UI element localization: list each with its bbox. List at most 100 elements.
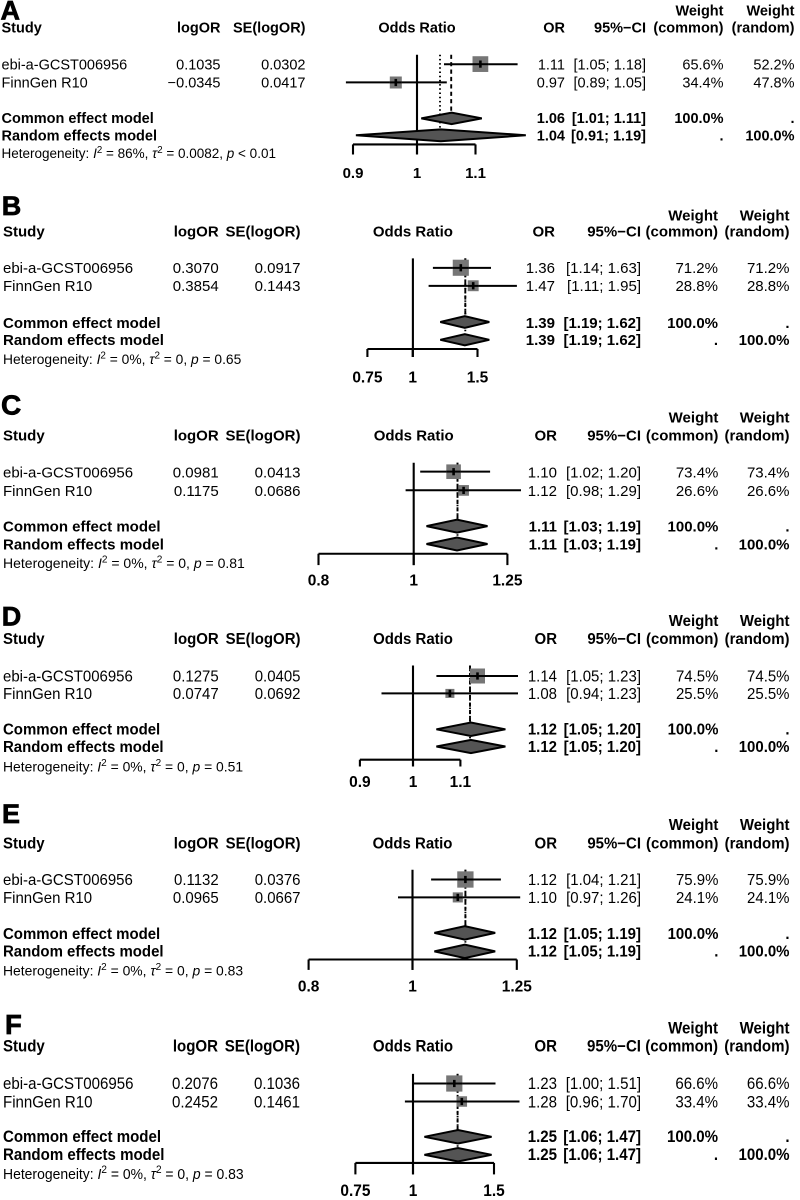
svg-text:OR: OR [543,21,565,37]
svg-text:1.39: 1.39 [526,332,555,349]
svg-text:0.0405: 0.0405 [255,668,301,685]
svg-text:28.8%: 28.8% [675,278,718,295]
svg-text:Weight: Weight [740,613,790,630]
svg-text:[1.00; 1.51]: [1.00; 1.51] [566,1076,641,1094]
svg-text:52.2%: 52.2% [753,58,794,74]
svg-text:ebi-a-GCST006956: ebi-a-GCST006956 [3,1076,133,1094]
svg-text:1.10: 1.10 [528,890,557,907]
svg-text:1.12: 1.12 [528,943,557,960]
svg-text:Study: Study [3,223,45,240]
svg-text:Heterogeneity: I2 = 0%, τ2 = 0: Heterogeneity: I2 = 0%, τ2 = 0, p = 0.83 [3,962,243,979]
svg-text:Random effects model: Random effects model [3,1146,164,1164]
svg-text:Heterogeneity: I2 = 0%, τ2 = 0: Heterogeneity: I2 = 0%, τ2 = 0, p = 0.65 [3,351,242,367]
svg-text:73.4%: 73.4% [747,464,790,481]
svg-text:Weight: Weight [740,817,790,834]
svg-text:1.28: 1.28 [528,1094,558,1112]
svg-text:71.2%: 71.2% [747,260,790,277]
svg-text:(random): (random) [725,428,790,445]
svg-text:.: . [785,315,789,332]
svg-text:24.1%: 24.1% [676,890,718,907]
svg-text:OR: OR [534,1038,557,1056]
svg-text:ebi-a-GCST006956: ebi-a-GCST006956 [3,260,133,277]
svg-text:F: F [5,1009,22,1040]
svg-text:FinnGen R10: FinnGen R10 [3,1094,93,1112]
svg-text:(common): (common) [646,631,718,648]
svg-text:Random effects model: Random effects model [2,129,158,145]
svg-text:0.1443: 0.1443 [255,278,301,295]
svg-text:1: 1 [409,573,418,590]
svg-text:1.04: 1.04 [537,129,565,145]
svg-text:Common effect model: Common effect model [2,111,154,127]
svg-text:0.8: 0.8 [308,573,330,590]
svg-text:0.2452: 0.2452 [172,1094,218,1112]
svg-text:1: 1 [408,370,417,387]
svg-text:Weight: Weight [669,613,719,630]
svg-text:[1.14; 1.63]: [1.14; 1.63] [566,260,641,277]
svg-text:65.6%: 65.6% [682,58,723,74]
svg-text:1.1: 1.1 [465,165,486,182]
svg-text:66.6%: 66.6% [747,1076,790,1094]
svg-text:.: . [785,926,789,943]
svg-text:FinnGen R10: FinnGen R10 [3,890,92,907]
svg-text:0.0917: 0.0917 [255,260,301,277]
svg-text:100.0%: 100.0% [739,943,790,960]
svg-text:SE(logOR): SE(logOR) [226,428,301,445]
svg-text:1: 1 [409,774,418,791]
svg-text:1.11: 1.11 [529,519,557,536]
svg-text:OR: OR [535,631,558,648]
svg-text:C: C [1,390,21,421]
svg-text:95%−CI: 95%−CI [587,835,641,852]
svg-text:0.0965: 0.0965 [173,890,219,907]
svg-text:[1.06; 1.47]: [1.06; 1.47] [563,1146,641,1164]
svg-text:[0.94; 1.23]: [0.94; 1.23] [566,686,641,703]
svg-text:1.47: 1.47 [526,278,555,295]
svg-text:0.1175: 0.1175 [174,483,219,500]
svg-text:[1.11; 1.95]: [1.11; 1.95] [567,278,641,295]
svg-text:[0.98; 1.29]: [0.98; 1.29] [566,483,641,500]
svg-text:[1.03; 1.19]: [1.03; 1.19] [563,519,641,536]
svg-text:.: . [790,111,794,127]
svg-text:SE(logOR): SE(logOR) [226,631,301,648]
svg-text:logOR: logOR [177,21,221,37]
svg-text:0.0413: 0.0413 [255,464,301,481]
svg-text:33.4%: 33.4% [675,1094,718,1112]
svg-text:95%−CI: 95%−CI [587,223,641,240]
svg-text:1.25: 1.25 [528,1129,558,1147]
svg-text:(common): (common) [646,835,718,852]
svg-text:logOR: logOR [174,835,219,852]
svg-text:Weight: Weight [675,3,723,19]
svg-text:0.1275: 0.1275 [173,668,219,685]
svg-text:Random effects model: Random effects model [3,739,164,756]
svg-text:1.12: 1.12 [528,872,557,889]
svg-text:100.0%: 100.0% [667,1129,718,1147]
svg-text:100.0%: 100.0% [667,315,718,332]
svg-text:0.0667: 0.0667 [255,890,301,907]
svg-text:66.6%: 66.6% [675,1076,718,1094]
svg-text:Odds Ratio: Odds Ratio [373,835,453,852]
svg-text:1.10: 1.10 [528,464,557,481]
svg-text:95%−CI: 95%−CI [594,21,646,37]
svg-text:0.0302: 0.0302 [261,58,305,74]
svg-text:1.12: 1.12 [528,721,557,738]
svg-text:1.36: 1.36 [526,260,555,277]
svg-text:100.0%: 100.0% [668,721,719,738]
svg-text:Common effect model: Common effect model [3,519,161,536]
svg-text:1.5: 1.5 [483,1182,505,1200]
svg-text:[1.04; 1.21]: [1.04; 1.21] [566,872,641,889]
svg-text:1.11: 1.11 [529,536,557,553]
svg-text:Common effect model: Common effect model [3,1129,161,1147]
svg-text:(random): (random) [732,21,795,37]
svg-text:0.0376: 0.0376 [255,872,301,889]
svg-text:Weight: Weight [740,1020,791,1038]
svg-text:OR: OR [535,835,558,852]
svg-text:.: . [714,943,718,960]
svg-text:[1.05; 1.23]: [1.05; 1.23] [566,668,641,685]
svg-text:75.9%: 75.9% [747,872,789,889]
svg-text:24.1%: 24.1% [747,890,789,907]
svg-text:Heterogeneity: I2 = 0%, τ2 = 0: Heterogeneity: I2 = 0%, τ2 = 0, p = 0.51 [3,758,243,775]
svg-text:(common): (common) [646,428,719,445]
svg-text:95%−CI: 95%−CI [587,631,641,648]
svg-text:[1.05; 1.20]: [1.05; 1.20] [564,721,641,738]
svg-text:ebi-a-GCST006956: ebi-a-GCST006956 [3,668,133,685]
svg-text:.: . [719,129,723,145]
